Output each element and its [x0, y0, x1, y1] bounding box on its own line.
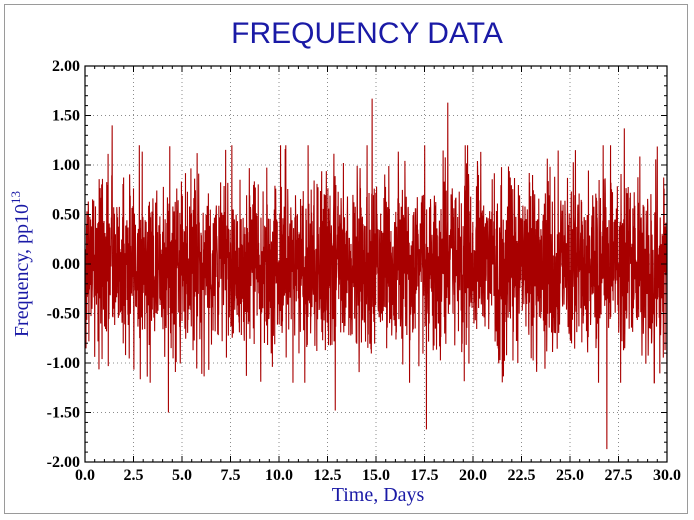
x-tick-label: 20.0 [459, 467, 487, 484]
y-tick-label: -1.00 [47, 355, 80, 372]
x-tick-label: 0.0 [75, 467, 95, 484]
x-tick-label: 17.5 [411, 467, 439, 484]
x-tick-label: 5.0 [172, 467, 192, 484]
x-tick-label: 15.0 [362, 467, 390, 484]
chart-frame: FREQUENCY DATA 0.0 2.5 5.0 7.5 10.0 12.5 15.0 1… [4, 4, 688, 514]
y-tick-label: 0.50 [52, 207, 80, 224]
x-tick-labels: 0.0 2.5 5.0 7.5 10.0 12.5 15.0 17.5 20.0 22.5 25.0… [75, 467, 681, 484]
y-tick-label: 1.00 [52, 157, 80, 174]
y-axis-label-exponent: 13 [8, 191, 23, 204]
x-tick-label: 25.0 [556, 467, 584, 484]
y-tick-label: -0.50 [47, 306, 80, 323]
y-tick-label: -2.00 [47, 454, 80, 471]
x-tick-label: 7.5 [221, 467, 241, 484]
chart-title: FREQUENCY DATA [231, 17, 503, 50]
x-tick-label: 10.0 [265, 467, 293, 484]
y-tick-label: -1.50 [47, 405, 80, 422]
chart-svg: FREQUENCY DATA 0.0 2.5 5.0 7.5 10.0 12.5 15.0 1… [8, 17, 681, 506]
x-tick-label: 22.5 [508, 467, 536, 484]
y-axis-label-main: Frequency, pp10 [11, 204, 33, 337]
series-layer [84, 98, 668, 450]
ticks [84, 65, 668, 463]
x-axis-label: Time, Days [332, 484, 425, 506]
y-tick-label: 2.00 [52, 58, 80, 75]
y-tick-label: 0.00 [52, 256, 80, 273]
x-tick-label: 27.5 [605, 467, 633, 484]
y-tick-label: 1.50 [52, 108, 80, 125]
y-axis-label: Frequency, pp1013 [8, 191, 33, 337]
x-tick-label: 2.5 [124, 467, 144, 484]
x-tick-label: 30.0 [653, 467, 681, 484]
x-tick-label: 12.5 [314, 467, 342, 484]
frequency-series-line [84, 98, 668, 450]
y-tick-labels: 2.00 1.50 1.00 0.50 0.00 -0.50 -1.00 -1.50 -2.00 [47, 58, 80, 471]
